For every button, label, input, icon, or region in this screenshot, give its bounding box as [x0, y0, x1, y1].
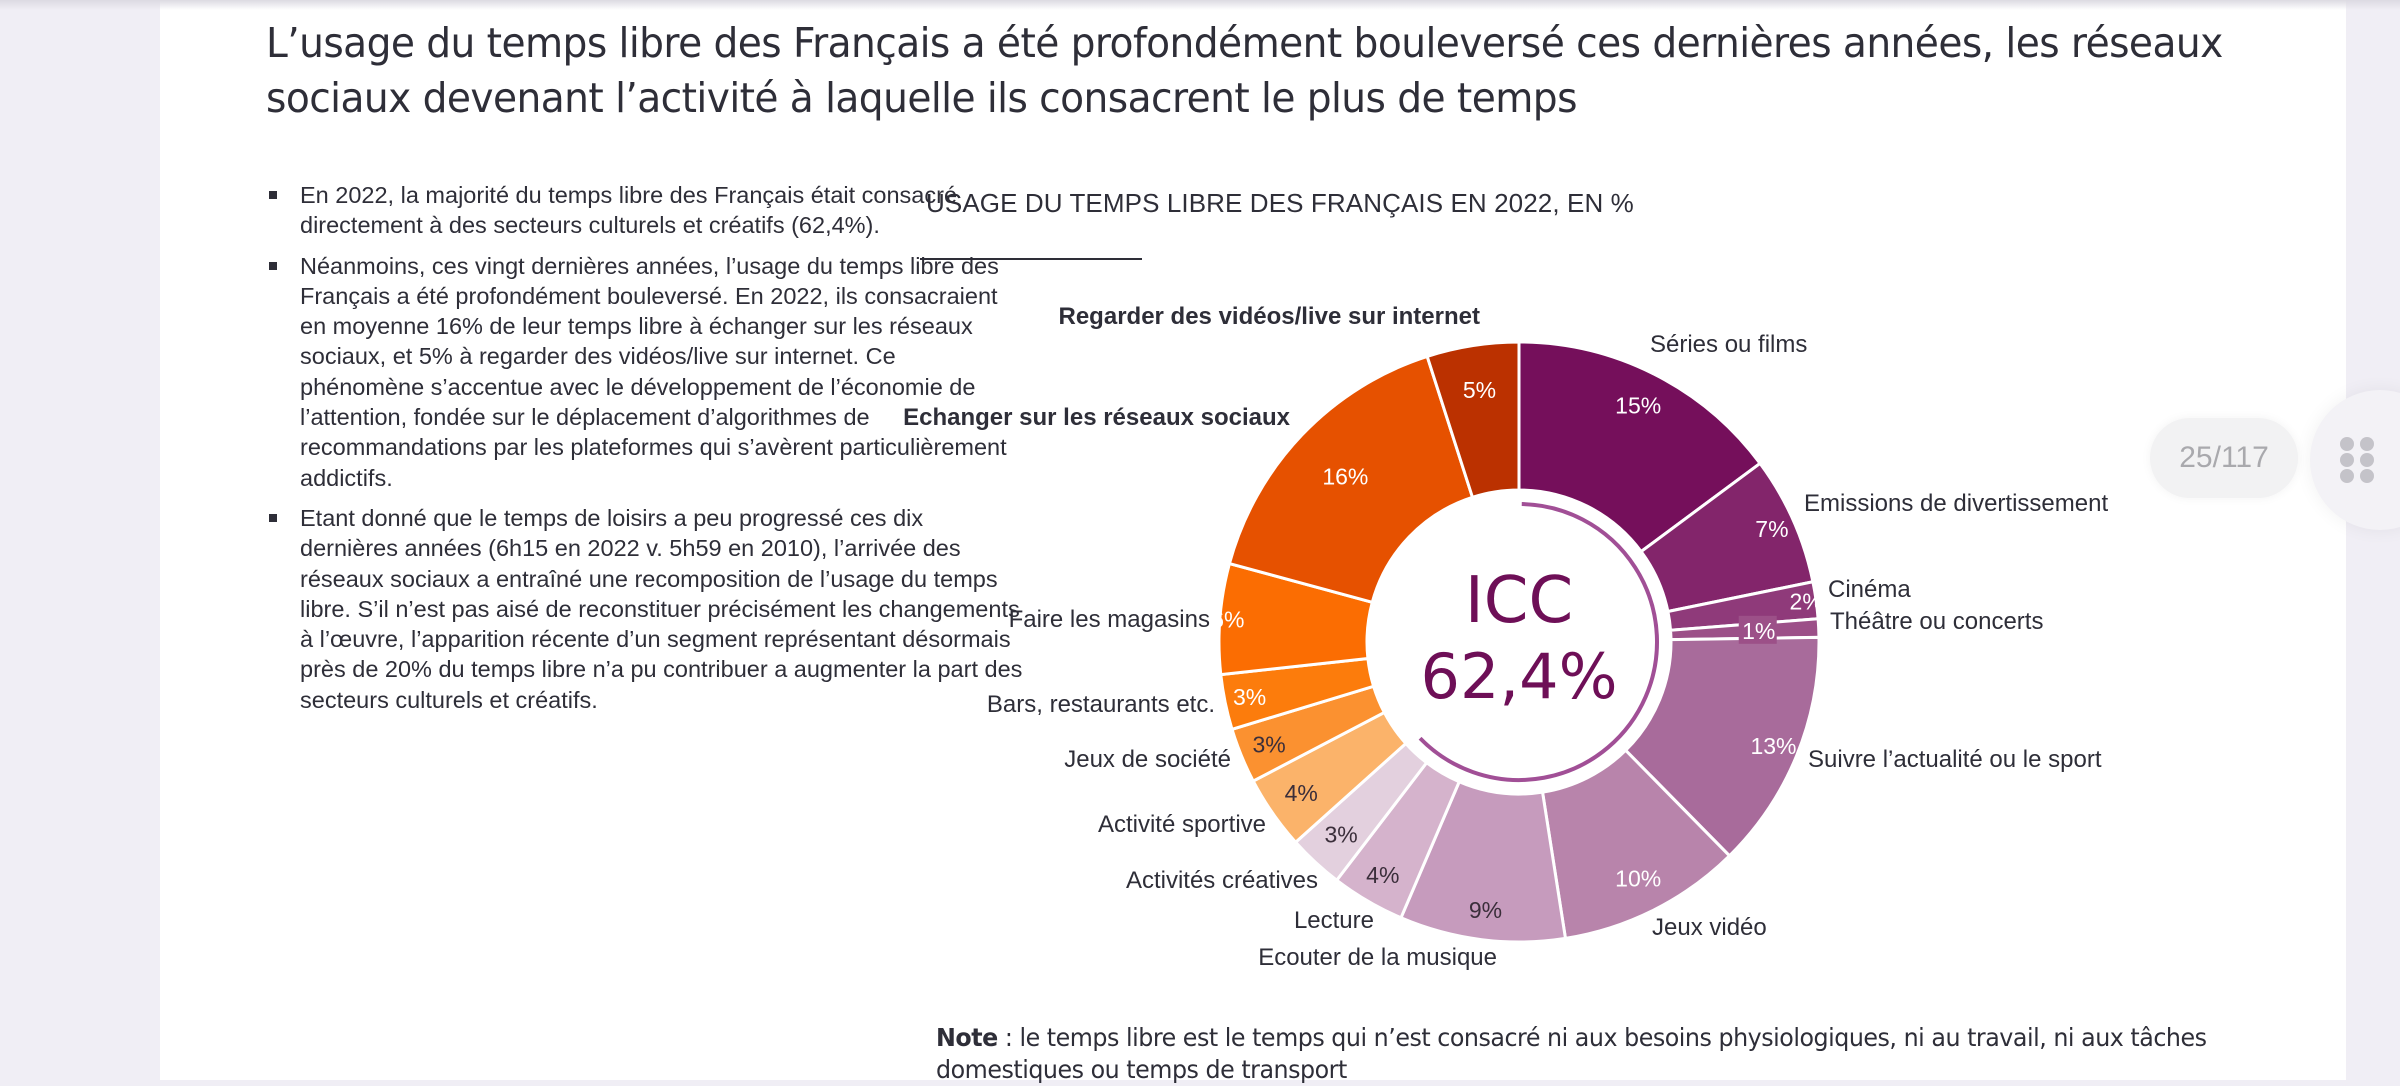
note-text: : le temps libre est le temps qui n’est …: [936, 1023, 2207, 1084]
slice-percent-label: 3%: [1324, 821, 1357, 847]
bullet-list: En 2022, la majorité du temps libre des …: [266, 180, 1026, 725]
donut-slice: [1425, 340, 1521, 500]
grid-dot: [2340, 453, 2354, 467]
slice-category-label: Regarder des vidéos/live sur internet: [1059, 303, 1481, 330]
center-label: ICC: [1465, 564, 1573, 638]
center-value: 62,4%: [1421, 640, 1618, 713]
slice-category-label: Activité sportive: [1098, 811, 1266, 838]
document-page: L’usage du temps libre des Français a ét…: [160, 0, 2346, 1084]
slice-category-label: Lecture: [1294, 907, 1374, 934]
bullet-item: En 2022, la majorité du temps libre des …: [266, 180, 1026, 241]
page-counter[interactable]: 25/117: [2150, 418, 2298, 498]
bullet-text: En 2022, la majorité du temps libre des …: [300, 182, 958, 239]
chart-title-underline: [920, 258, 1142, 260]
slice-percent-label: 2%: [1790, 589, 1823, 615]
small-slice-label-bg: [1738, 615, 1777, 644]
bullet-text: Etant donné que le temps de loisirs a pe…: [300, 504, 1023, 713]
slice-percent-label: 4%: [1285, 780, 1318, 806]
bullet-item: Etant donné que le temps de loisirs a pe…: [266, 503, 1026, 715]
grid-dot: [2340, 469, 2354, 483]
slice-percent-label: 16%: [1322, 463, 1368, 489]
slice-percent-label: 13%: [1750, 733, 1796, 759]
grid-dot: [2360, 469, 2374, 483]
slice-percent-label: 7%: [1755, 516, 1788, 542]
slice-percent-label: 10%: [1615, 866, 1661, 892]
chart-title: USAGE DU TEMPS LIBRE DES FRANÇAIS EN 202…: [926, 188, 1634, 218]
slice-percent-label: 3%: [1253, 731, 1286, 757]
icc-share-arc: [1418, 502, 1659, 782]
slice-percent-label: 1%: [1742, 618, 1775, 644]
slice-category-label: Jeux de société: [1064, 746, 1231, 773]
grid-dot: [2340, 437, 2354, 451]
slice-category-label: Séries ou films: [1650, 331, 1807, 358]
slice-category-label: Activités créatives: [1126, 867, 1318, 894]
slice-category-label: Jeux vidéo: [1652, 914, 1767, 941]
slice-percent-label: 3%: [1233, 684, 1266, 710]
slice-percent-label: 4%: [1366, 862, 1399, 888]
bullet-square-icon: [269, 261, 277, 270]
slice-category-label: Ecouter de la musique: [1258, 944, 1497, 971]
grid-dot: [2360, 453, 2374, 467]
slice-category-label: Bars, restaurants etc.: [987, 691, 1215, 718]
slice-category-label: Suivre l’actualité ou le sport: [1808, 746, 2102, 773]
bullet-text: Néanmoins, ces vingt dernières années, l…: [300, 252, 1007, 491]
top-shadow: [0, 0, 2400, 10]
bullet-square-icon: [269, 191, 277, 199]
bullet-square-icon: [269, 513, 277, 522]
donut-slice: [1623, 635, 1821, 858]
slice-percent-label: 15%: [1615, 392, 1661, 418]
slice-percent-label: 6%: [1211, 606, 1244, 632]
slice-percent-label: 5%: [1463, 377, 1496, 403]
donut-slice: [1517, 340, 1763, 554]
slice-percent-label: 9%: [1469, 897, 1502, 923]
slice-category-label: Emissions de divertissement: [1804, 490, 2108, 517]
note-label: Note: [936, 1023, 998, 1052]
donut-slices: [1217, 340, 1821, 944]
slice-category-label: Faire les magasins: [1009, 606, 1210, 633]
grid-dot: [2360, 437, 2374, 451]
bullet-item: Néanmoins, ces vingt dernières années, l…: [266, 251, 1026, 493]
donut-slice: [1227, 354, 1475, 605]
slice-category-label: Cinéma: [1828, 576, 1911, 603]
page-title: L’usage du temps libre des Français a ét…: [266, 19, 2223, 122]
donut-hole: [1369, 492, 1669, 792]
chart-note: Note : le temps libre est le temps qui n…: [936, 1022, 2266, 1086]
slice-category-label: Echanger sur les réseaux sociaux: [903, 404, 1291, 431]
slice-category-label: Théâtre ou concerts: [1830, 608, 2043, 635]
